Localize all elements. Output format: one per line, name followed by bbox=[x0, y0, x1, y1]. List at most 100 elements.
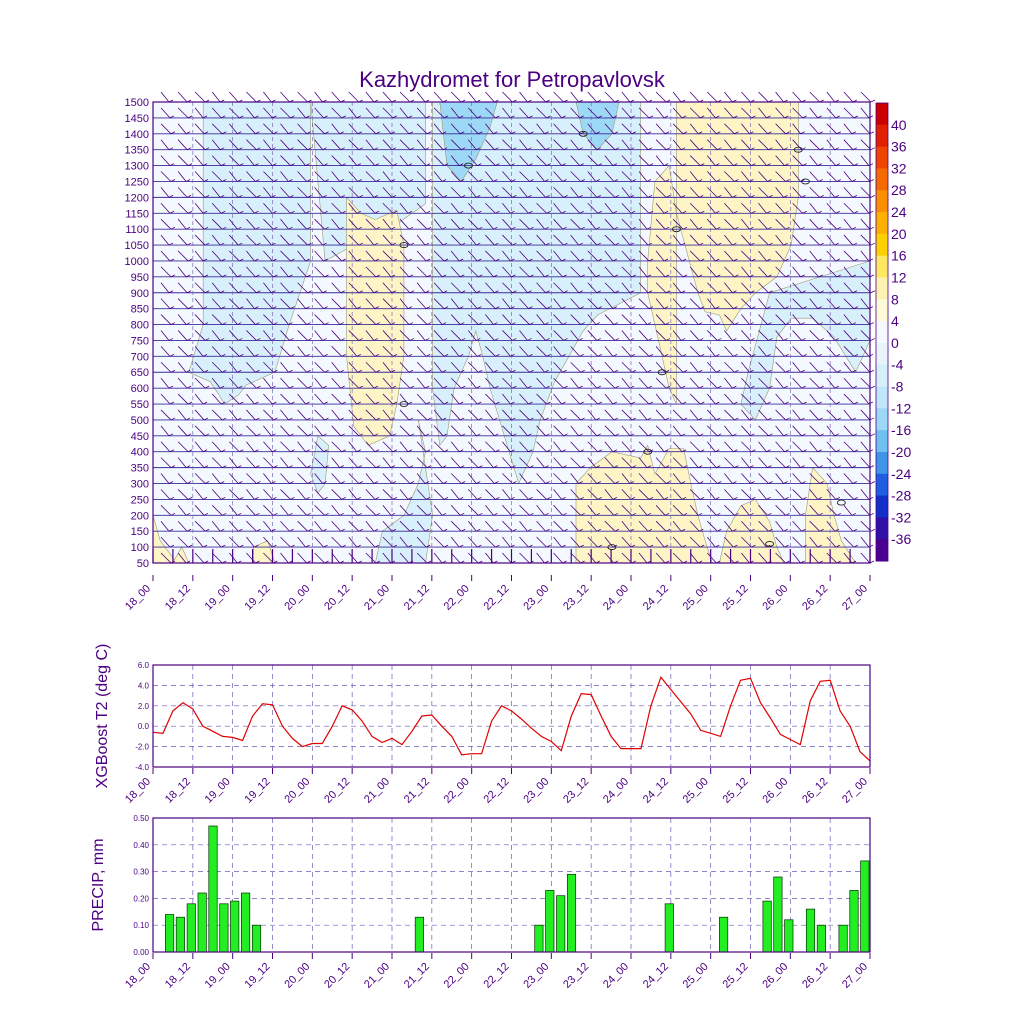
wind-barb bbox=[638, 489, 654, 500]
wind-barb bbox=[399, 203, 413, 214]
wind-barb bbox=[365, 346, 380, 357]
cold-region bbox=[188, 101, 311, 405]
wind-barb bbox=[741, 202, 756, 214]
wind-barb bbox=[672, 377, 686, 389]
wind-barb bbox=[263, 298, 277, 310]
wind-barb bbox=[467, 234, 481, 246]
wind-barb bbox=[399, 171, 414, 182]
colorbar-swatch bbox=[876, 299, 888, 322]
precip-bar bbox=[197, 892, 207, 953]
wind-barb bbox=[450, 218, 465, 230]
wind-barb bbox=[246, 203, 259, 214]
wind-barb bbox=[382, 505, 396, 516]
wind-barb bbox=[672, 393, 687, 405]
wind-barb bbox=[194, 218, 209, 230]
wind-barb bbox=[621, 505, 637, 516]
colorbar-label: 12 bbox=[891, 269, 907, 285]
precip-bar bbox=[414, 916, 424, 953]
wind-barb bbox=[553, 266, 567, 278]
wind-barb bbox=[502, 123, 516, 135]
wind-barb bbox=[792, 330, 806, 341]
wind-barb bbox=[741, 107, 756, 119]
wind-barb bbox=[587, 187, 601, 198]
wind-barb bbox=[314, 330, 327, 341]
colorbar-label: -28 bbox=[891, 488, 911, 504]
pressure-label: 1100 bbox=[125, 224, 149, 236]
wind-barb bbox=[638, 266, 652, 278]
wind-barb bbox=[263, 520, 276, 532]
wind-barb bbox=[792, 377, 806, 389]
wind-barb bbox=[655, 330, 671, 341]
wind-barb bbox=[468, 155, 482, 166]
wind-barb bbox=[433, 218, 447, 230]
pressure-label: 1200 bbox=[125, 192, 149, 204]
wind-barb bbox=[399, 536, 413, 548]
wind-barb bbox=[177, 425, 192, 437]
wind-barb bbox=[433, 489, 449, 500]
wind-barb bbox=[502, 187, 517, 198]
wind-barb bbox=[792, 123, 805, 135]
t2-frame bbox=[152, 664, 871, 768]
wind-barb bbox=[843, 520, 858, 532]
wind-barb bbox=[519, 282, 532, 294]
wind-barb bbox=[519, 457, 534, 468]
wind-barb bbox=[177, 282, 192, 294]
wind-barb bbox=[792, 425, 806, 437]
wind-barb bbox=[160, 361, 176, 373]
wind-barb bbox=[741, 393, 756, 405]
wind-barb bbox=[416, 123, 432, 135]
wind-barb bbox=[297, 520, 312, 532]
wind-barb bbox=[211, 282, 225, 294]
wind-barb bbox=[604, 107, 618, 119]
wind-barb bbox=[826, 441, 840, 453]
wind-barb bbox=[570, 234, 583, 246]
wind-barb bbox=[416, 441, 431, 453]
wind-barb bbox=[672, 330, 686, 341]
wind-barb bbox=[314, 123, 329, 135]
wind-barb bbox=[228, 123, 242, 135]
wind-barb bbox=[758, 473, 773, 484]
wind-barb bbox=[382, 266, 396, 278]
wind-barb bbox=[468, 346, 482, 357]
wind-barb bbox=[724, 377, 737, 389]
wind-barb bbox=[450, 393, 464, 405]
wind-barb bbox=[792, 457, 805, 468]
wind-barb bbox=[177, 187, 192, 198]
wind-barb bbox=[382, 409, 396, 421]
wind-barb bbox=[433, 505, 447, 516]
wind-barb bbox=[382, 489, 398, 500]
wind-barb bbox=[399, 330, 415, 341]
pressure-label: 400 bbox=[131, 447, 149, 459]
wind-barb bbox=[536, 139, 550, 151]
wind-barb bbox=[297, 266, 311, 278]
wind-barb bbox=[758, 250, 771, 262]
wind-barb bbox=[587, 473, 601, 484]
wind-barb bbox=[536, 441, 551, 453]
wind-barb bbox=[621, 441, 636, 453]
wind-barb bbox=[519, 203, 533, 214]
wind-barb bbox=[758, 139, 773, 151]
wind-barb bbox=[809, 457, 823, 468]
colorbar-swatch bbox=[876, 277, 888, 300]
wind-barb bbox=[211, 457, 227, 468]
wind-barb bbox=[809, 123, 823, 135]
wind-barb bbox=[160, 425, 174, 437]
wind-barb bbox=[297, 377, 312, 389]
wind-barb bbox=[741, 250, 756, 262]
wind-barb bbox=[433, 250, 449, 262]
wind-barb bbox=[689, 377, 704, 389]
wind-barb bbox=[228, 314, 242, 325]
wind-barb bbox=[297, 361, 311, 373]
wind-barb bbox=[502, 234, 517, 246]
wind-barb bbox=[502, 203, 515, 214]
wind-barb bbox=[365, 218, 381, 230]
t2-y-tick-label: 2.0 bbox=[138, 702, 150, 711]
precip-bar bbox=[230, 900, 240, 953]
wind-barb bbox=[263, 123, 278, 135]
precip-bar bbox=[816, 924, 826, 953]
wind-barb bbox=[724, 473, 737, 484]
wind-barb bbox=[553, 536, 566, 548]
wind-barb bbox=[587, 171, 600, 182]
wind-barb bbox=[843, 393, 859, 405]
